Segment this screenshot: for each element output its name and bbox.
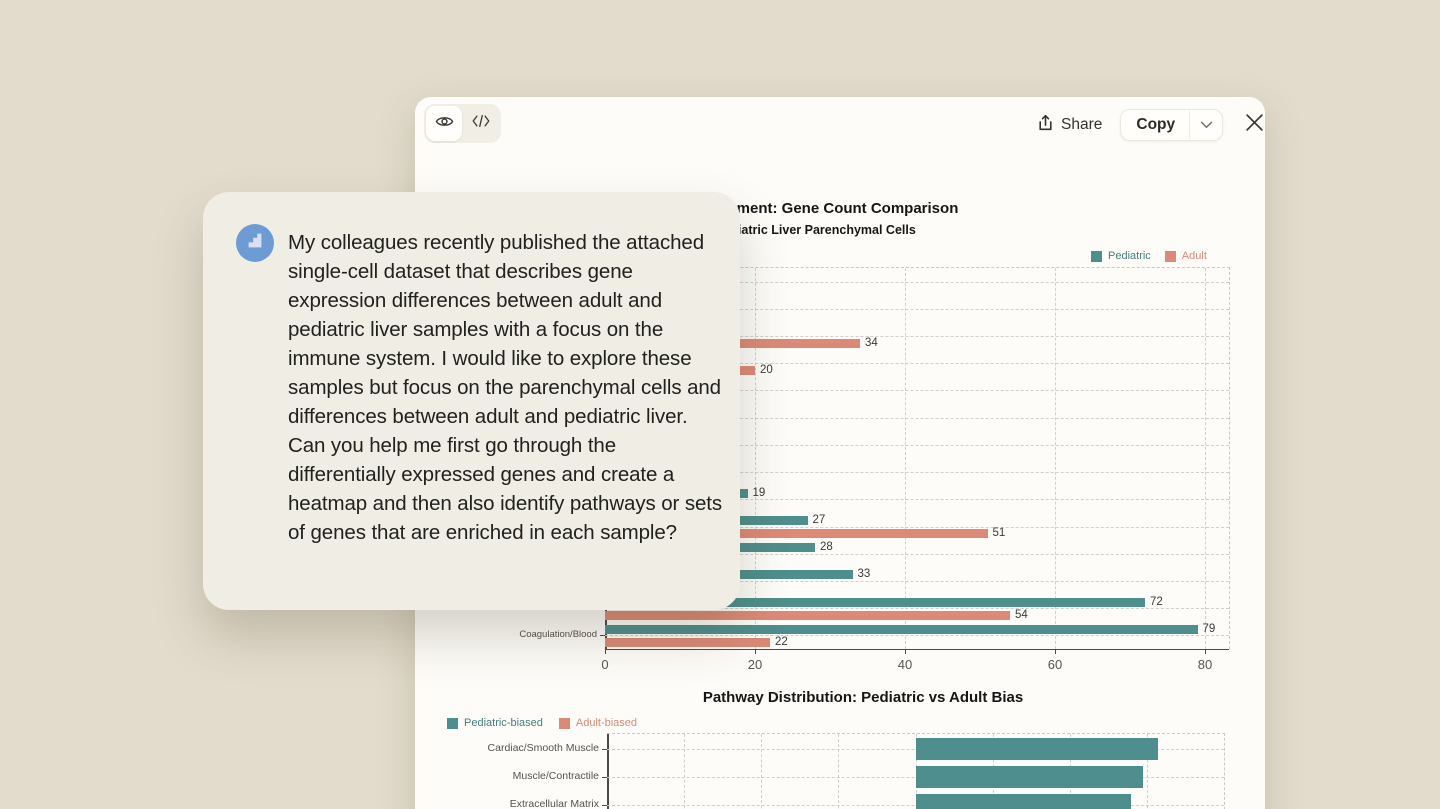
bar-pediatric-biased: [915, 765, 1144, 788]
chart1-gridline-v: [905, 268, 906, 649]
legend-swatch-pediatric-biased: [447, 717, 458, 729]
chart1-gridline-h: [605, 635, 1229, 637]
chart1-gridline-h: [605, 580, 1229, 582]
chart1-gridline-h: [605, 526, 1229, 528]
chart1-x-tick-label: 80: [1197, 657, 1213, 672]
chart2-y-tick-label: Muscle/Contractile: [512, 769, 599, 782]
chart1-gridline-v: [1205, 268, 1206, 649]
legend-swatch-adult-biased: [558, 717, 570, 729]
close-button[interactable]: [1241, 112, 1267, 138]
share-button[interactable]: Share: [1037, 114, 1102, 137]
toolbar-right: Share Copy: [1037, 109, 1267, 141]
chart1-subtitle: t vs Pediatric Liver Parenchymal Cells: [690, 223, 916, 237]
bar-value-label: 22: [775, 635, 788, 648]
bar-adult: [605, 637, 770, 647]
copy-dropdown-button[interactable]: [1190, 110, 1222, 140]
bar-value-label: 27: [812, 514, 826, 527]
chart1-x-axis: [605, 648, 1229, 650]
legend-label-pediatric-biased: Pediatric-biased: [464, 717, 543, 729]
chart1-gridline-h: [605, 444, 1229, 446]
chart1-x-tick: [905, 649, 906, 654]
chart2-gridline-v: [761, 734, 763, 809]
bar-adult: [605, 610, 1010, 620]
view-toggle: [424, 104, 501, 143]
chart1-x-tick: [605, 649, 606, 654]
bar-pediatric-biased: [915, 737, 1159, 760]
chart2-gridline-v: [684, 734, 686, 809]
user-message-text: My colleagues recently published the att…: [288, 231, 723, 544]
bar-value-label: 33: [857, 568, 871, 581]
bar-pediatric: [605, 597, 1145, 607]
chart1-x-tick-label: 60: [1047, 657, 1063, 672]
chevron-down-icon: [1200, 116, 1213, 134]
bar-value-label: 72: [1150, 595, 1163, 608]
bar-pediatric-biased: [915, 793, 1132, 809]
bar-value-label: 34: [865, 336, 878, 349]
chart1-gridline-h: [605, 553, 1229, 555]
bar-pediatric: [605, 624, 1198, 634]
preview-toggle-button[interactable]: [426, 106, 462, 141]
bar-value-label: 19: [752, 486, 766, 499]
code-toggle-button[interactable]: [462, 104, 500, 143]
chart1-x-tick: [1205, 649, 1206, 654]
legend-label-pediatric: Pediatric: [1108, 250, 1151, 262]
close-icon: [1245, 113, 1264, 137]
chart2-y-tick-label: Cardiac/Smooth Muscle: [487, 741, 599, 754]
chart1-x-tick: [755, 649, 756, 654]
chart1-gridline-h: [605, 472, 1229, 474]
chart1-x-tick-label: 0: [601, 657, 609, 672]
eye-icon: [435, 112, 454, 136]
chart1-title: Enrichment: Gene Count Comparison: [690, 200, 959, 217]
copy-split-button: Copy: [1120, 109, 1224, 141]
steps-icon: [244, 230, 266, 257]
bar-value-label: 20: [760, 363, 773, 376]
chart1-gridline-h: [605, 363, 1229, 365]
chart2-y-tick: [602, 776, 607, 778]
chart1-y-tick-label: Coagulation/Blood: [519, 629, 597, 641]
legend-label-adult-biased: Adult-biased: [575, 717, 638, 729]
copy-button[interactable]: Copy: [1136, 116, 1176, 133]
chart1-gridline-v: [1055, 268, 1056, 649]
chart1-gridline-v: [755, 268, 756, 649]
chart1-gridline-h: [605, 281, 1229, 283]
chart1-legend: Pediatric Adult: [1091, 250, 1207, 262]
user-avatar: [236, 224, 274, 262]
bar-adult: [605, 529, 988, 539]
chart1-gridline-h: [605, 308, 1229, 310]
chart1-gridline-h: [605, 390, 1229, 392]
code-icon: [472, 114, 490, 133]
chart1-x-tick-label: 20: [747, 657, 763, 672]
chart1-gridline-h: [605, 499, 1229, 501]
chart2-legend: Pediatric-biased Adult-biased: [447, 717, 637, 729]
bar-value-label: 51: [992, 527, 1006, 540]
copy-button-divider: [1189, 111, 1191, 139]
chart2-y-axis: [607, 734, 609, 809]
chart2-gridline-v: [1146, 734, 1148, 809]
legend-label-adult: Adult: [1181, 250, 1207, 262]
legend-swatch-pediatric: [1091, 250, 1102, 262]
chart1-x-tick-label: 40: [897, 657, 913, 672]
chart2-title: Pathway Distribution: Pediatric vs Adult…: [702, 689, 1024, 706]
chart1-x-tick: [1055, 649, 1056, 654]
user-message-bubble: My colleagues recently published the att…: [203, 192, 740, 610]
legend-swatch-adult: [1164, 250, 1176, 262]
chart1-gridline-h: [605, 608, 1229, 610]
bar-value-label: 79: [1202, 622, 1216, 635]
share-label: Share: [1061, 116, 1103, 133]
bar-value-label: 54: [1015, 608, 1028, 621]
chart2-y-tick: [602, 748, 607, 750]
bar-value-label: 28: [820, 541, 833, 554]
chart2-gridline-v: [838, 734, 840, 809]
chart2-plot-area: Cardiac/Smooth Muscle Muscle/Contractile E…: [488, 733, 1225, 809]
share-icon: [1037, 114, 1054, 137]
chart1-gridline-h: [605, 417, 1229, 419]
chart1-y-tick: [600, 635, 605, 637]
chart2-y-tick: [602, 804, 607, 806]
chart1-gridline-h: [605, 336, 1229, 338]
chart2-y-tick-label: Extracellular Matrix: [509, 797, 599, 809]
